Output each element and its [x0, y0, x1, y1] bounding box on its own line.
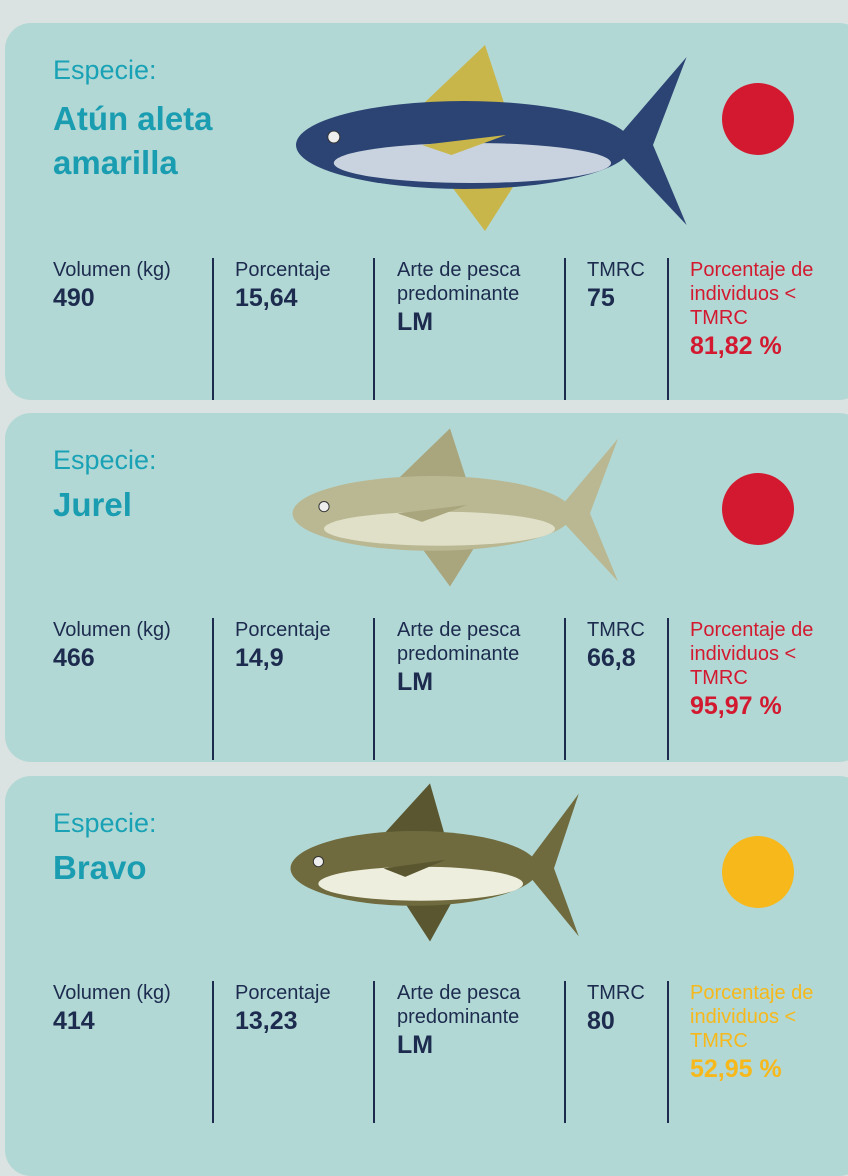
column-divider	[667, 258, 669, 400]
column-divider	[212, 258, 214, 400]
species-name: Atún aleta amarilla	[53, 97, 253, 185]
column-value: LM	[397, 306, 547, 338]
column-label: Porcentaje	[235, 981, 395, 1005]
species-name: Jurel	[53, 483, 253, 527]
column-value: 13,23	[235, 1005, 395, 1037]
column-value: 81,82 %	[690, 330, 840, 362]
column-divider	[667, 618, 669, 760]
column-label: Arte de pesca predominante	[397, 618, 547, 666]
species-label: Especie:	[53, 55, 157, 86]
column-label: Porcentaje de individuos < TMRC	[690, 981, 840, 1053]
column-value: 14,9	[235, 642, 395, 674]
column-label: Porcentaje de individuos < TMRC	[690, 618, 840, 690]
column-divider	[373, 258, 375, 400]
data-column: Volumen (kg)414	[53, 981, 213, 1037]
column-divider	[212, 981, 214, 1123]
column-value: 414	[53, 1005, 213, 1037]
column-divider	[564, 981, 566, 1123]
column-value: 490	[53, 282, 213, 314]
species-label: Especie:	[53, 808, 157, 839]
status-dot	[722, 836, 794, 908]
column-value: 95,97 %	[690, 690, 840, 722]
column-label: Volumen (kg)	[53, 618, 213, 642]
fish-illustration	[275, 41, 695, 241]
column-divider	[373, 618, 375, 760]
data-column: Volumen (kg)466	[53, 618, 213, 674]
species-name: Bravo	[53, 846, 253, 890]
column-value: 15,64	[235, 282, 395, 314]
column-label: Porcentaje	[235, 258, 395, 282]
data-column: Volumen (kg)490	[53, 258, 213, 314]
column-label: Porcentaje	[235, 618, 395, 642]
column-value: LM	[397, 1029, 547, 1061]
column-label: Arte de pesca predominante	[397, 981, 547, 1029]
page: {"species":[ {"label":"Especie:","name":…	[0, 0, 848, 1066]
status-dot	[722, 473, 794, 545]
column-value: LM	[397, 666, 547, 698]
fish-illustration	[275, 425, 625, 595]
fish-illustration	[275, 780, 585, 950]
column-divider	[667, 981, 669, 1123]
column-divider	[373, 981, 375, 1123]
species-card: Especie: Atún aleta amarilla Volumen (kg)4…	[5, 23, 848, 400]
column-label: Porcentaje de individuos < TMRC	[690, 258, 840, 330]
column-value: 52,95 %	[690, 1053, 840, 1085]
column-divider	[212, 618, 214, 760]
status-dot	[722, 83, 794, 155]
column-label: Volumen (kg)	[53, 981, 213, 1005]
column-label: Arte de pesca predominante	[397, 258, 547, 306]
column-divider	[564, 618, 566, 760]
column-label: Volumen (kg)	[53, 258, 213, 282]
column-value: 466	[53, 642, 213, 674]
column-divider	[564, 258, 566, 400]
species-label: Especie:	[53, 445, 157, 476]
